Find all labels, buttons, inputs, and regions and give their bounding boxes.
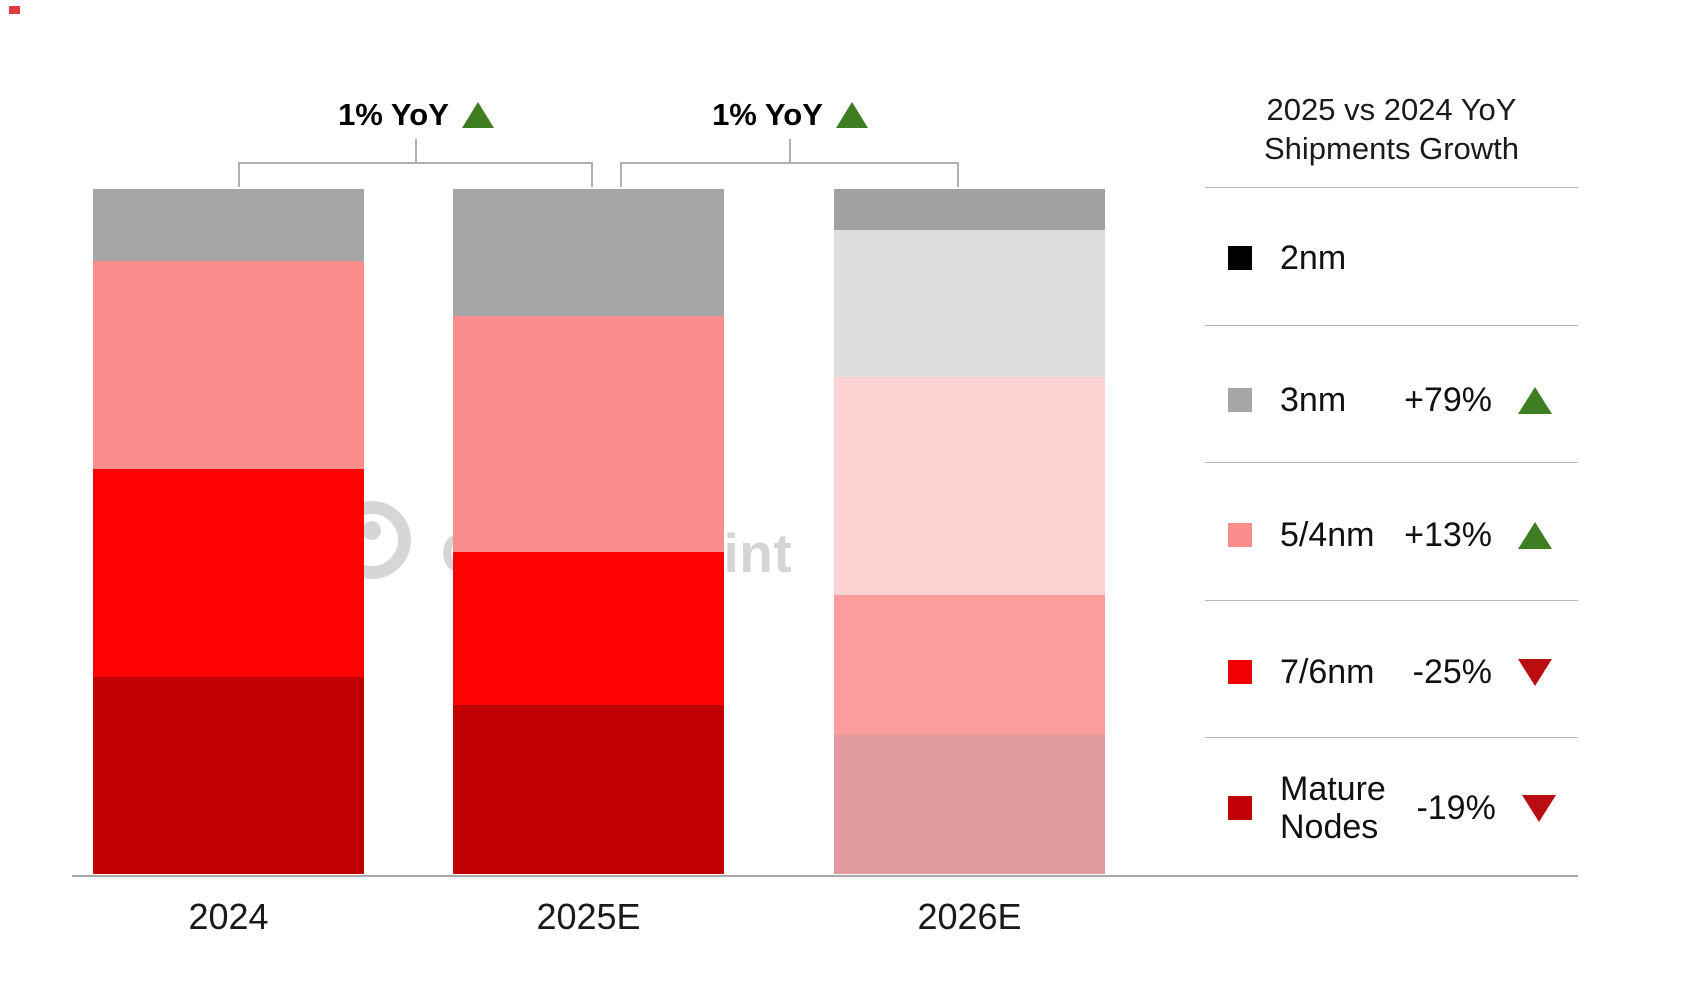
legend-node-label: Mature Nodes [1280, 770, 1386, 846]
legend-title-line1: 2025 vs 2024 YoY [1266, 92, 1517, 127]
segment-5-4nm-2024 [93, 261, 364, 469]
legend-divider [1205, 600, 1578, 601]
up-triangle-icon [461, 102, 494, 128]
yoy-growth-callout: 1% YoY [620, 92, 960, 138]
legend-node-label: 5/4nm [1280, 516, 1375, 554]
legend-divider [1205, 462, 1578, 463]
bracket-tick [789, 139, 791, 162]
legend-node-label: 7/6nm [1280, 653, 1375, 691]
x-axis-label-2026E: 2026E [917, 896, 1022, 937]
legend-divider [1205, 325, 1578, 326]
yoy-growth-text: 1% YoY [338, 97, 449, 132]
legend-yoy-value: +13% [1404, 515, 1492, 554]
segment-mature-nodes-2026E [834, 735, 1105, 874]
legend-divider [1205, 737, 1578, 738]
corner-artifact [9, 6, 20, 14]
legend-node-label: 3nm [1280, 381, 1347, 419]
legend-swatch [1228, 796, 1252, 820]
legend-swatch [1228, 523, 1252, 547]
legend-row-3nm: 3nm +79% [1205, 360, 1578, 440]
down-triangle-icon [1521, 794, 1556, 822]
legend-swatch [1228, 660, 1252, 684]
segment-3nm-2025E [453, 189, 724, 316]
legend-row-mature-nodes: Mature Nodes -19% [1205, 768, 1578, 848]
bracket-tick [415, 139, 417, 162]
bracket-foot-right [957, 162, 959, 187]
bracket-foot-left [238, 162, 240, 187]
segment-7-6nm-2024 [93, 469, 364, 677]
segment-2nm-2026E [834, 189, 1105, 230]
x-axis-line [72, 875, 1578, 877]
down-triangle-icon [1518, 658, 1552, 686]
segment-5-4nm-2025E [453, 316, 724, 552]
legend-yoy-value: +79% [1404, 380, 1492, 419]
segment-7-6nm-2025E [453, 552, 724, 705]
segment-3nm-2026E [834, 230, 1105, 377]
legend-title: 2025 vs 2024 YoY Shipments Growth [1205, 90, 1578, 168]
yoy-growth-text: 1% YoY [712, 97, 823, 132]
segment-3nm-2024 [93, 189, 364, 261]
x-axis-label-2025E: 2025E [536, 896, 641, 937]
segment-7-6nm-2026E [834, 595, 1105, 735]
up-triangle-icon [1518, 521, 1552, 549]
legend-node-label: 2nm [1280, 239, 1347, 277]
legend-row-2nm: 2nm [1205, 218, 1578, 298]
legend-title-line2: Shipments Growth [1264, 131, 1519, 166]
legend-swatch [1228, 388, 1252, 412]
legend-yoy-value: -25% [1412, 652, 1492, 691]
legend-divider [1205, 187, 1578, 188]
x-axis-label-2024: 2024 [188, 896, 269, 937]
bracket-foot-left [620, 162, 622, 187]
legend-row-7-6nm: 7/6nm -25% [1205, 632, 1578, 712]
up-triangle-icon [1518, 386, 1552, 414]
legend-yoy-value: -19% [1416, 788, 1496, 827]
segment-mature-nodes-2025E [453, 705, 724, 874]
bracket-foot-right [591, 162, 593, 187]
up-triangle-icon [835, 102, 868, 128]
yoy-growth-callout: 1% YoY [246, 92, 586, 138]
segment-mature-nodes-2024 [93, 677, 364, 874]
bracket-line [620, 162, 959, 164]
segment-5-4nm-2026E [834, 377, 1105, 595]
legend-row-5-4nm: 5/4nm +13% [1205, 495, 1578, 575]
legend-swatch [1228, 246, 1252, 270]
bracket-line [238, 162, 593, 164]
